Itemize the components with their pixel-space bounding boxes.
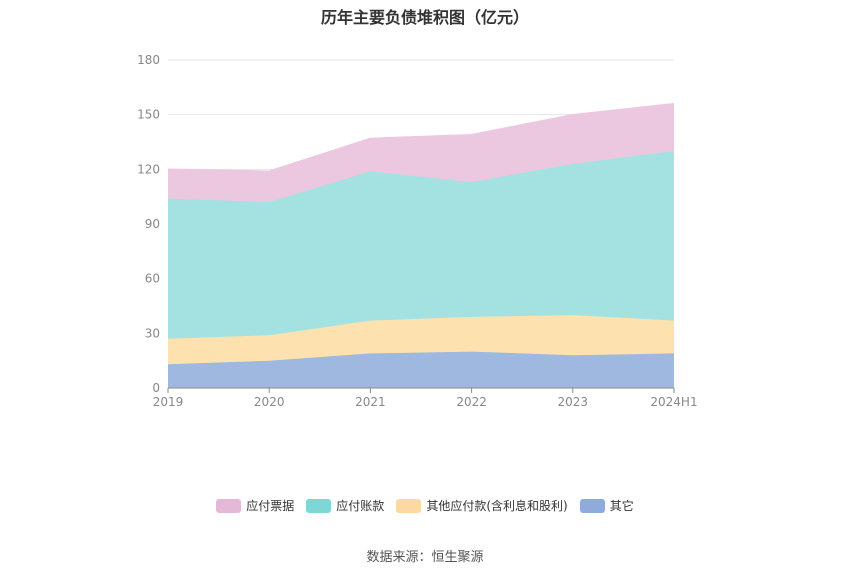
legend-label: 其它 [609,499,634,513]
x-tick-label: 2020 [254,395,285,409]
area-应付账款 [168,151,674,339]
y-tick-label: 60 [145,272,160,286]
legend-item[interactable]: 其他应付款(含利息和股利) [396,497,568,514]
legend-item[interactable]: 应付账款 [306,497,384,514]
area-其它 [168,351,674,388]
area-应付票据 [168,103,674,203]
chart-title: 历年主要负债堆积图（亿元） [320,8,529,27]
y-tick-label: 0 [152,381,160,395]
y-tick-label: 120 [137,162,160,176]
legend-label: 应付账款 [336,499,385,513]
data-source: 数据来源：恒生聚源 [366,550,484,565]
x-tick-label: 2024H1 [650,395,697,409]
x-tick-label: 2023 [558,395,589,409]
legend: 应付票据 应付账款 其他应付款(含利息和股利) 其它 [0,497,850,514]
axes: 0 30 60 90 120 150 180 2019 2020 2021 2022 2023 2024… [137,53,698,409]
legend-swatch [396,498,422,513]
x-tick-label: 2019 [153,395,184,409]
legend-label: 其他应付款(含利息和股利) [426,499,568,513]
area-edge-应付票据 [167,102,675,172]
x-tick-label: 2021 [355,395,386,409]
y-tick-label: 150 [137,108,160,122]
x-tick-label: 2022 [456,395,487,409]
y-tick-label: 180 [137,53,160,67]
legend-swatch [579,498,605,513]
legend-label: 应付票据 [246,499,295,513]
legend-item[interactable]: 其它 [579,497,634,514]
legend-swatch [306,498,332,513]
y-tick-label: 30 [145,326,160,340]
area-series [167,102,675,388]
legend-item[interactable]: 应付票据 [216,497,294,514]
legend-swatch [216,498,242,513]
area-其他应付款(含利息和股利) [168,315,674,365]
y-tick-label: 90 [145,217,160,231]
